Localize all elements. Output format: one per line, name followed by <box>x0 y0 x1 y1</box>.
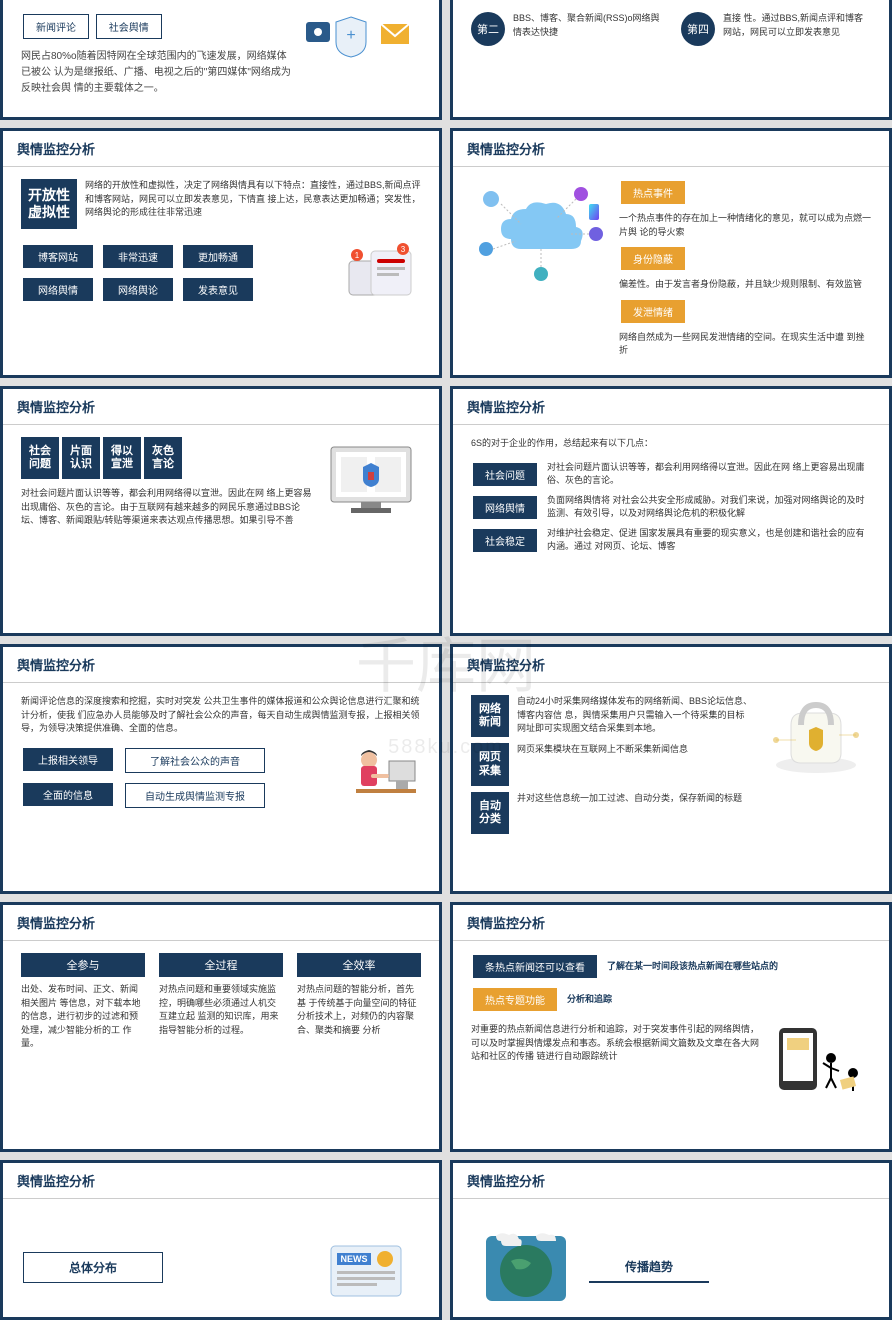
news-icon: NEWS <box>311 1231 421 1304</box>
tag: 上报相关领导 <box>23 748 113 771</box>
tag-box: 社会问题 <box>21 437 59 479</box>
monitor-icon <box>321 437 421 530</box>
tag-box: 网页采集 <box>471 743 509 785</box>
tag: 社会舆情 <box>96 14 162 39</box>
devices-icon: 1 3 <box>341 243 421 306</box>
tag-box: 网络新闻 <box>471 695 509 737</box>
paragraph: 对社会问题片面认识等等，都会利用网络得以宣泄。因此在网 络上更容易出现庸俗、灰色… <box>21 487 313 528</box>
slide-grid: 新闻评论 社会舆情 网民占80%o随着因特网在全球范围内的飞速发展，网络媒体已被… <box>0 0 892 1320</box>
bar-text: 了解在某一时间段该热点新闻在哪些站点的 <box>607 960 778 974</box>
slide-header: 舆情监控分析 <box>453 1163 889 1199</box>
tag: 网络舆情 <box>23 278 93 301</box>
tag: 热点事件 <box>621 181 685 204</box>
slide-header: 舆情监控分析 <box>453 131 889 167</box>
mobile-people-icon <box>771 1023 871 1106</box>
slide-header: 舆情监控分析 <box>3 389 439 425</box>
tag: 社会稳定 <box>473 529 537 552</box>
tag: 全面的信息 <box>23 783 113 806</box>
circle-label: 第二 <box>471 12 505 46</box>
svg-text:1: 1 <box>355 251 360 260</box>
paragraph: 新闻评论信息的深度搜索和挖掘，实时对突发 公共卫生事件的媒体报道和公众舆论信息进… <box>21 695 421 736</box>
svg-text:3: 3 <box>401 245 406 254</box>
head-tag: 总体分布 <box>23 1252 163 1283</box>
cloud-network-icon <box>471 179 611 289</box>
tag: 发表意见 <box>183 278 253 301</box>
slide-9: 舆情监控分析 全参与 出处、发布时间、正文、新闻相关图片 等信息，对下载本地的信… <box>0 902 442 1152</box>
col-head: 全效率 <box>297 953 421 977</box>
tag: 社会问题 <box>473 463 537 486</box>
bar-tag: 条热点新闻还可以查看 <box>473 955 597 978</box>
tag: 网络舆论 <box>103 278 173 301</box>
slide-header: 舆情监控分析 <box>3 1163 439 1199</box>
slide-4: 舆情监控分析 <box>450 128 892 378</box>
item-desc: 网络自然成为一些网民发泄情绪的空间。在现实生活中遭 到挫折 <box>619 331 871 358</box>
tag-box: 片面认识 <box>62 437 100 479</box>
tag: 博客网站 <box>23 245 93 268</box>
intro-text: 6S的对于企业的作用，总结起来有以下几点： <box>471 437 871 451</box>
slide-header: 舆情监控分析 <box>453 905 889 941</box>
slide-7: 舆情监控分析 新闻评论信息的深度搜索和挖掘，实时对突发 公共卫生事件的媒体报道和… <box>0 644 442 894</box>
globe-cloud-icon <box>471 1221 581 1314</box>
slide-3: 舆情监控分析 开放性虚拟性 网络的开放性和虚拟性，决定了网络舆情具有以下特点：直… <box>0 128 442 378</box>
col-text: 对热点问题的智能分析，首先基 于传统基于向量空间的特征分析技术上，对频仍的内容聚… <box>297 983 421 1037</box>
lock-shield-icon <box>761 695 871 788</box>
paragraph: 网络的开放性和虚拟性，决定了网络舆情具有以下特点：直接性，通过BBS,新闻点评和… <box>85 179 421 220</box>
slide-header: 舆情监控分析 <box>3 647 439 683</box>
svg-text:NEWS: NEWS <box>341 1254 368 1264</box>
slide-12: 舆情监控分析 传播趋势 <box>450 1160 892 1320</box>
slide-header: 舆情监控分析 <box>3 905 439 941</box>
col-text: 对热点问题和重要领域实施监控，明确哪些必须通过人机交互建立起 监测的知识库，用来… <box>159 983 283 1037</box>
security-icons: + <box>301 12 421 65</box>
tag: 更加畅通 <box>183 245 253 268</box>
paragraph: 对重要的热点新闻信息进行分析和追踪，对于突发事件引起的网络舆情，可以及时掌握舆情… <box>471 1023 763 1064</box>
item-desc: 自动24小时采集网络媒体发布的网络新闻、BBS论坛信息、博客内容信 息，舆情采集… <box>517 695 753 736</box>
circle-label: 第四 <box>681 12 715 46</box>
tag: 了解社会公众的声音 <box>125 748 265 773</box>
svg-text:+: + <box>346 27 355 44</box>
item-desc: 负面网络舆情将 对社会公共安全形成威胁。对我们来说，加强对网络舆论的及时监测、有… <box>547 494 871 521</box>
feature-box: 开放性虚拟性 <box>21 179 77 229</box>
slide-1: 新闻评论 社会舆情 网民占80%o随着因特网在全球范围内的飞速发展，网络媒体已被… <box>0 0 442 120</box>
item-desc: 对维护社会稳定、促进 国家发展具有重要的现实意义，也是创建和谐社会的应有内涵。通… <box>547 527 871 554</box>
slide-header: 舆情监控分析 <box>3 131 439 167</box>
paragraph: 网民占80%o随着因特网在全球范围内的飞速发展，网络媒体已被公 认为是继报纸、广… <box>21 49 293 97</box>
item-desc: 并对这些信息统一加工过滤、自动分类，保存新闻的标题 <box>517 792 753 806</box>
item-text: 直接 性。通过BBS,新闻点评和博客网站，网民可以立即发表意见 <box>723 12 871 39</box>
col-head: 全过程 <box>159 953 283 977</box>
item-desc: 对社会问题片面认识等等，都会利用网络得以宣泄。因此在网 络上更容易出现庸俗、灰色… <box>547 461 871 488</box>
tag: 发泄情绪 <box>621 300 685 323</box>
sub-text: 分析和追踪 <box>567 993 612 1007</box>
col-head: 全参与 <box>21 953 145 977</box>
slide-header: 舆情监控分析 <box>453 647 889 683</box>
tag: 非常迅速 <box>103 245 173 268</box>
tag-box: 得以宣泄 <box>103 437 141 479</box>
item-desc: 一个热点事件的存在加上一种情绪化的意见，就可以成为点燃一片舆 论的导火索 <box>619 212 871 239</box>
item-text: BBS、博客、聚合新闻(RSS)o网络舆情表达快捷 <box>513 12 661 39</box>
item-desc: 网页采集模块在互联网上不断采集新闻信息 <box>517 743 753 757</box>
slide-2: 第二 BBS、博客、聚合新闻(RSS)o网络舆情表达快捷 第四 直接 性。通过B… <box>450 0 892 120</box>
tag-box: 灰色言论 <box>144 437 182 479</box>
person-computer-icon <box>351 746 421 809</box>
slide-header: 舆情监控分析 <box>453 389 889 425</box>
tag: 身份隐蔽 <box>621 247 685 270</box>
item-desc: 偏差性。由于发言者身份隐蔽，并且缺少规则限制、有效监管 <box>619 278 871 292</box>
head-tag: 传播趋势 <box>589 1252 709 1283</box>
tag-box: 自动分类 <box>471 792 509 834</box>
slide-8: 舆情监控分析 网络新闻 自动24小时采集网络媒体发布的网络新闻、BBS论坛信息、… <box>450 644 892 894</box>
slide-5: 舆情监控分析 社会问题 片面认识 得以宣泄 灰色言论 对社会问题片面认识等等，都… <box>0 386 442 636</box>
tag: 网络舆情 <box>473 496 537 519</box>
slide-10: 舆情监控分析 条热点新闻还可以查看 了解在某一时间段该热点新闻在哪些站点的 热点… <box>450 902 892 1152</box>
tag: 自动生成舆情监测专报 <box>125 783 265 808</box>
col-text: 出处、发布时间、正文、新闻相关图片 等信息，对下载本地的信息，进行初步的过滤和预… <box>21 983 145 1051</box>
tag: 新闻评论 <box>23 14 89 39</box>
slide-6: 舆情监控分析 6S的对于企业的作用，总结起来有以下几点： 社会问题 对社会问题片… <box>450 386 892 636</box>
slide-11: 舆情监控分析 总体分布 NEWS <box>0 1160 442 1320</box>
sub-tag: 热点专题功能 <box>473 988 557 1011</box>
